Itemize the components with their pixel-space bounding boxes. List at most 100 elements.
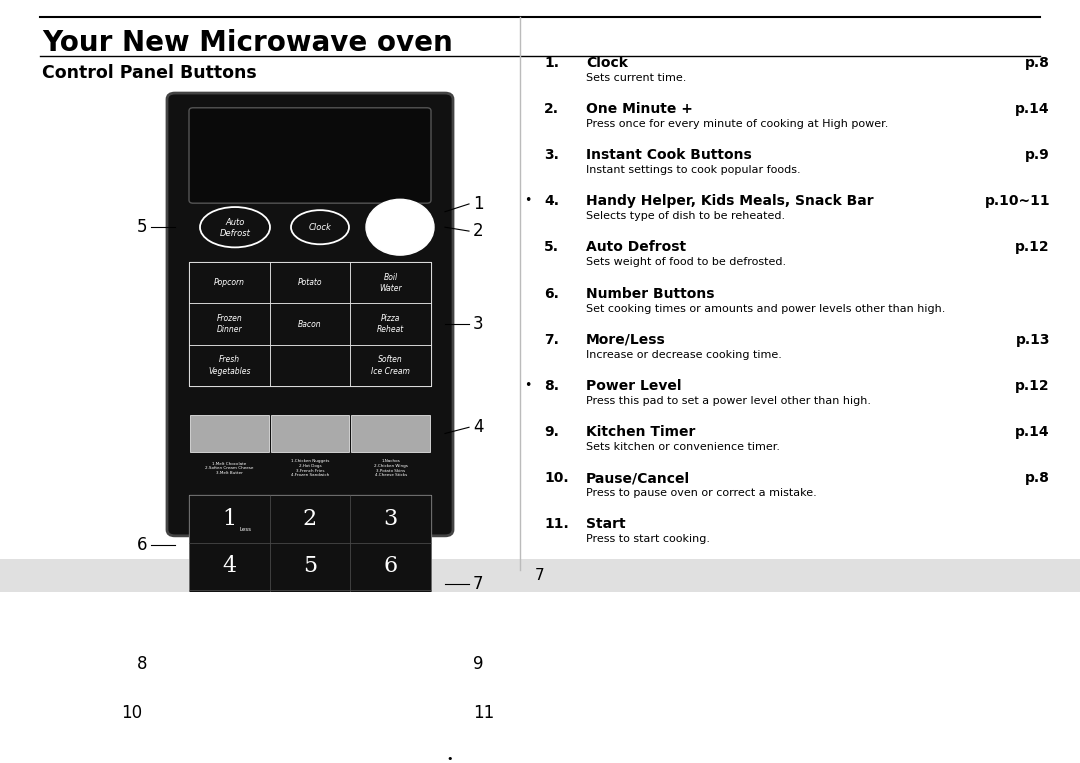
Text: Boil
Water: Boil Water: [379, 272, 402, 293]
Text: Frozen
Dinner: Frozen Dinner: [216, 314, 242, 334]
Text: 7.: 7.: [544, 333, 558, 346]
Text: Press this pad to set a power level other than high.: Press this pad to set a power level othe…: [586, 396, 870, 406]
Text: 8: 8: [136, 655, 147, 673]
Bar: [189, 304, 270, 345]
Text: p.14: p.14: [1015, 425, 1050, 439]
Text: Auto Defrost: Auto Defrost: [586, 240, 686, 254]
Text: Handy Helper, Kids Meals, Snack Bar: Handy Helper, Kids Meals, Snack Bar: [586, 195, 874, 208]
Text: Power
Level: Power Level: [215, 654, 244, 674]
Text: 7: 7: [536, 568, 544, 583]
Text: Pizza
Reheat: Pizza Reheat: [377, 314, 404, 334]
Text: 10: 10: [121, 703, 141, 722]
Text: Potato: Potato: [298, 278, 322, 288]
Text: 1.Nachos
2.Chicken Wings
3.Potato Skins
4.Cheese Sticks: 1.Nachos 2.Chicken Wings 3.Potato Skins …: [374, 459, 407, 478]
Bar: [271, 415, 349, 452]
Text: 3: 3: [383, 507, 397, 530]
Bar: [350, 542, 431, 591]
Text: Auto: Auto: [226, 218, 245, 227]
Bar: [189, 639, 270, 687]
Text: 2: 2: [302, 507, 318, 530]
Text: 6: 6: [136, 536, 147, 554]
Text: p.8: p.8: [1025, 56, 1050, 70]
Text: 0: 0: [302, 653, 318, 674]
Text: Increase or decrease cooking time.: Increase or decrease cooking time.: [586, 349, 782, 359]
Bar: [310, 691, 431, 734]
Text: •: •: [524, 195, 531, 208]
Text: 9: 9: [473, 655, 484, 673]
Text: Press to start cooking.: Press to start cooking.: [586, 534, 710, 544]
Bar: [189, 691, 310, 734]
Bar: [189, 262, 431, 386]
Text: p.9: p.9: [1025, 148, 1050, 162]
Text: 5.: 5.: [544, 240, 559, 254]
Text: 1.Melt Chocolate
2.Soften Cream Cheese
3.Melt Butter: 1.Melt Chocolate 2.Soften Cream Cheese 3…: [205, 462, 254, 475]
Text: Sets weight of food to be defrosted.: Sets weight of food to be defrosted.: [586, 257, 786, 268]
Text: More/Less: More/Less: [586, 333, 665, 346]
Text: 7: 7: [473, 575, 484, 593]
Bar: [190, 415, 269, 452]
Text: Start: Start: [349, 705, 392, 720]
Text: 3.: 3.: [544, 148, 558, 162]
Text: p.8: p.8: [1025, 471, 1050, 485]
Bar: [350, 262, 431, 304]
Text: Clock: Clock: [309, 223, 332, 232]
Text: Less: Less: [240, 527, 252, 532]
Text: p.14: p.14: [1015, 102, 1050, 116]
Text: Number Buttons: Number Buttons: [586, 287, 715, 301]
Bar: [189, 345, 270, 386]
Text: p.13: p.13: [1015, 333, 1050, 346]
Bar: [270, 304, 350, 345]
Bar: [189, 494, 270, 542]
Text: One Minute +: One Minute +: [586, 102, 693, 116]
Text: Your New Microwave oven: Your New Microwave oven: [42, 30, 453, 57]
Text: Press to pause oven or correct a mistake.: Press to pause oven or correct a mistake…: [586, 488, 816, 498]
Text: Kitchen Timer: Kitchen Timer: [586, 425, 696, 439]
Bar: [350, 639, 431, 687]
Text: Control Panel Buttons: Control Panel Buttons: [42, 63, 257, 82]
Text: 7: 7: [222, 604, 237, 626]
Bar: [189, 591, 270, 638]
Text: Kitchen
Timer: Kitchen Timer: [373, 654, 408, 674]
FancyBboxPatch shape: [167, 93, 453, 536]
Bar: [350, 591, 431, 638]
Text: 6.: 6.: [544, 287, 558, 301]
Text: Clock: Clock: [586, 56, 627, 70]
Ellipse shape: [366, 199, 434, 255]
Text: 5: 5: [302, 555, 318, 578]
Bar: [270, 494, 350, 542]
Text: Instant Cook Buttons: Instant Cook Buttons: [586, 148, 752, 162]
Text: 11: 11: [473, 703, 495, 722]
Text: 9.: 9.: [544, 425, 558, 439]
Text: Set cooking times or amounts and power levels other than high.: Set cooking times or amounts and power l…: [586, 304, 945, 314]
Text: Selects type of dish to be reheated.: Selects type of dish to be reheated.: [586, 211, 785, 221]
Text: 6: 6: [383, 555, 397, 578]
Text: Start: Start: [586, 517, 625, 531]
Text: 4.: 4.: [544, 195, 559, 208]
Bar: [189, 494, 431, 638]
Ellipse shape: [291, 210, 349, 244]
FancyBboxPatch shape: [189, 108, 431, 203]
Text: Defrost: Defrost: [219, 229, 251, 238]
Text: 11.: 11.: [544, 517, 569, 531]
Text: 1: 1: [473, 195, 484, 213]
Text: •: •: [447, 754, 454, 763]
Text: Fresh
Vegetables: Fresh Vegetables: [208, 356, 251, 375]
Text: p.12: p.12: [1015, 240, 1050, 254]
Text: p.12: p.12: [1015, 378, 1050, 393]
Text: 1: 1: [222, 507, 237, 530]
Text: 3: 3: [473, 315, 484, 333]
Text: More: More: [401, 623, 414, 628]
Text: 1.: 1.: [544, 56, 559, 70]
Bar: [0, 559, 1080, 591]
Text: Power Level: Power Level: [586, 378, 681, 393]
Text: 10.: 10.: [544, 471, 569, 485]
Text: Pause
Cancel: Pause Cancel: [232, 703, 267, 723]
Text: 2.: 2.: [544, 102, 559, 116]
Text: 1.Chicken Nuggets
2.Hot Dogs
3.French Fries
4.Frozen Sandwich: 1.Chicken Nuggets 2.Hot Dogs 3.French Fr…: [291, 459, 329, 478]
Bar: [189, 262, 270, 304]
Text: Pause/Cancel: Pause/Cancel: [586, 471, 690, 485]
Text: Instant settings to cook popular foods.: Instant settings to cook popular foods.: [586, 165, 800, 175]
Text: Bacon: Bacon: [298, 320, 322, 329]
Bar: [189, 542, 270, 591]
Text: •: •: [524, 378, 531, 392]
